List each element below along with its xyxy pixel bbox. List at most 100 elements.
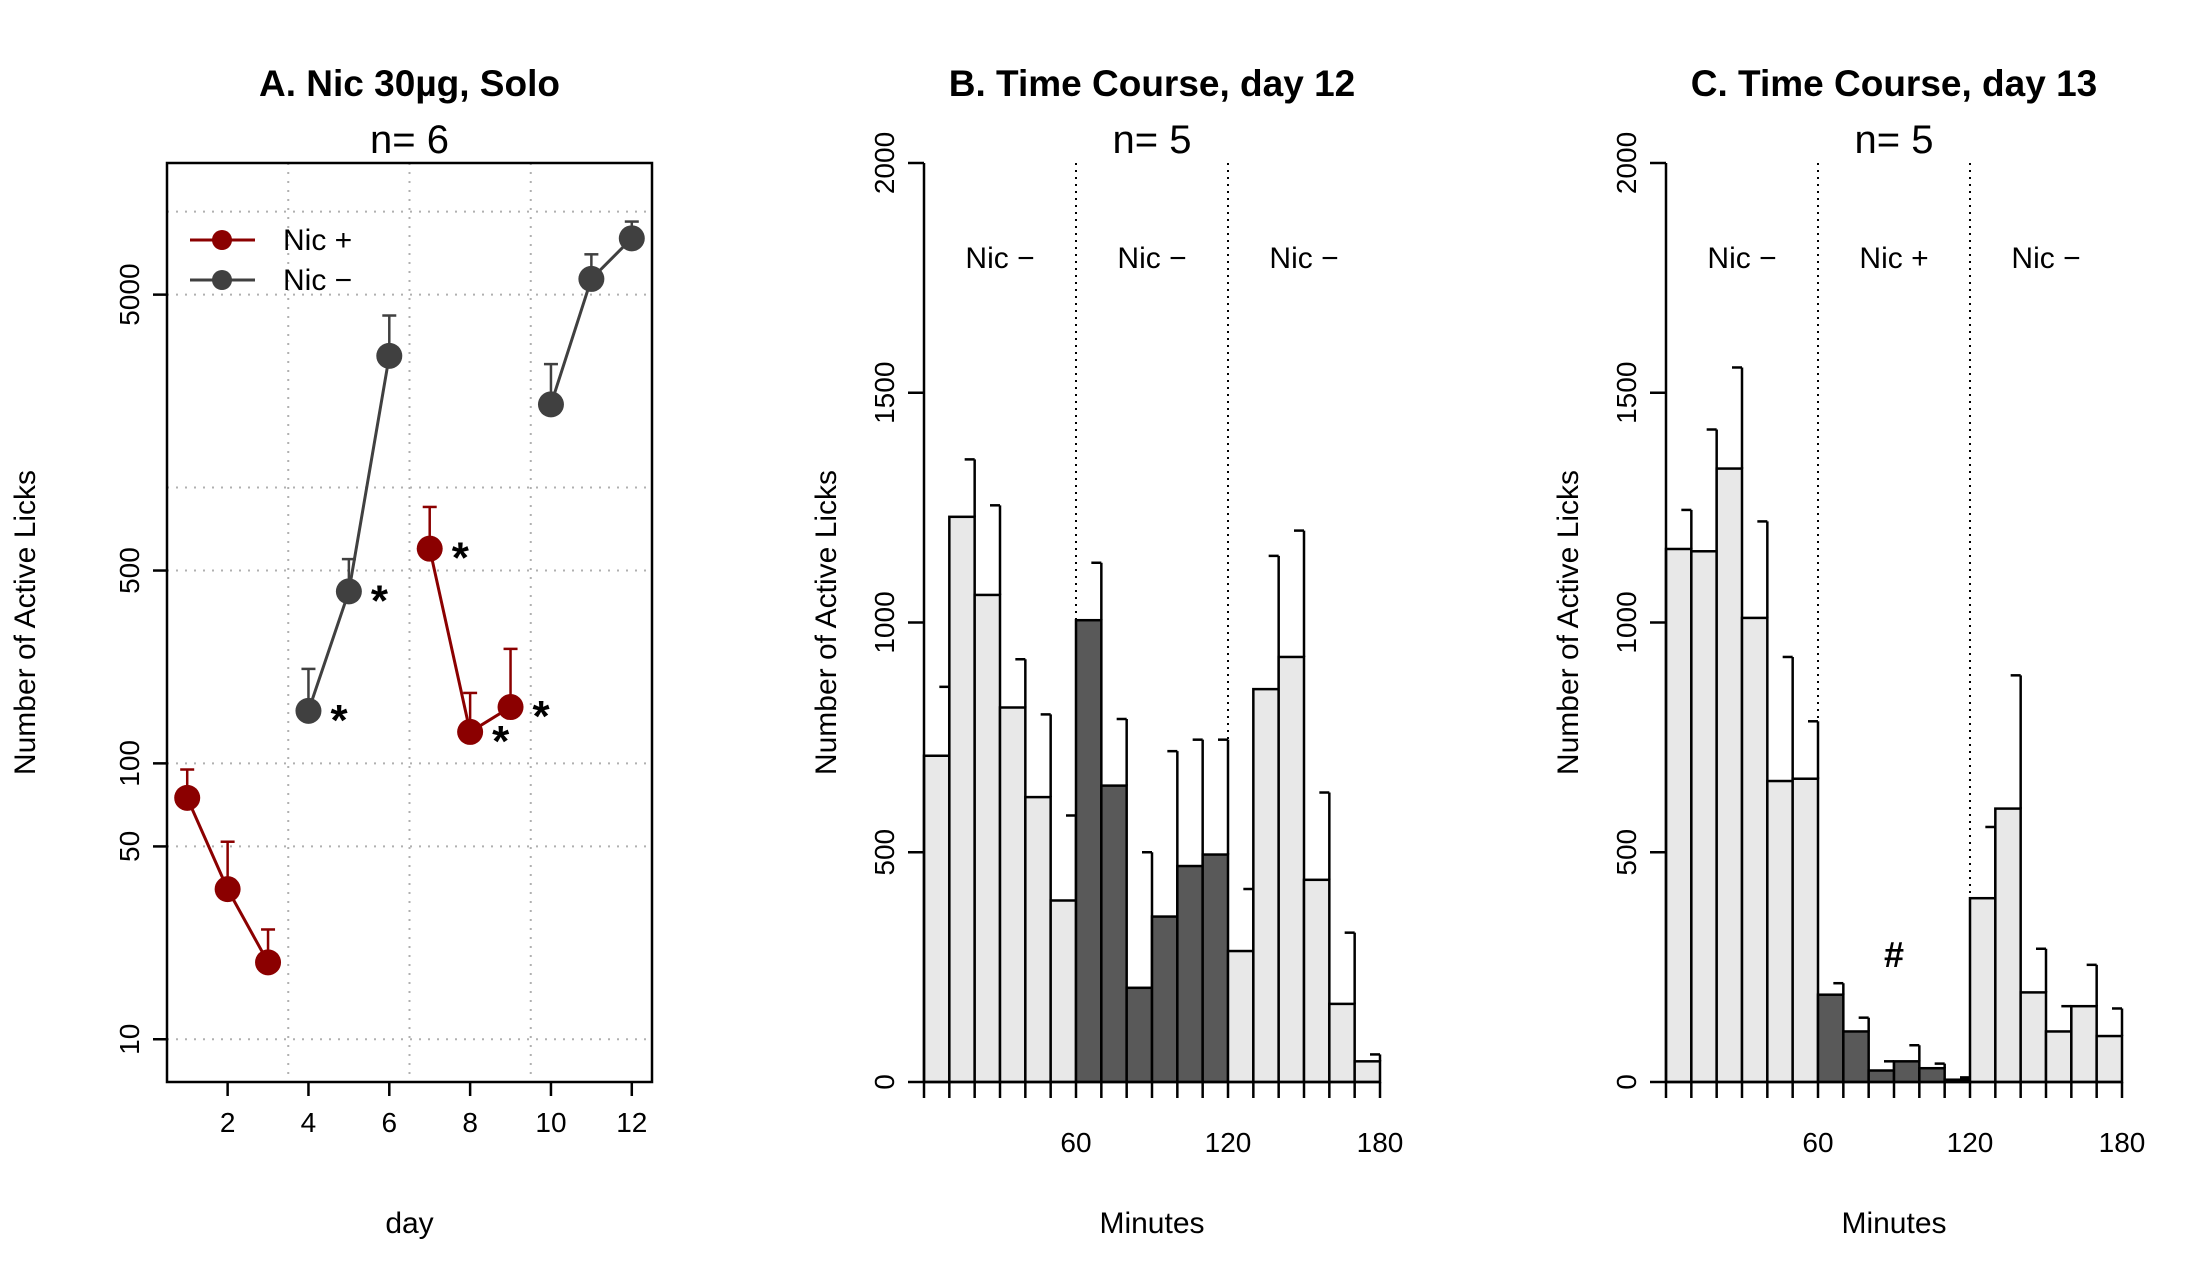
bar (1201, 853, 1230, 1084)
chart-title: A. Nic 30µg, Solo (259, 63, 560, 104)
bar (1277, 655, 1306, 1084)
bar (1252, 687, 1280, 1084)
bar (1328, 1002, 1356, 1084)
y-tick-label: 1000 (1611, 591, 1642, 653)
bar (1125, 986, 1154, 1084)
panel-a: 2 4 6 8 10 12 10 50 100 500 5000 A. Nic 30µg, Solo n… (9, 63, 654, 1240)
y-tick-label: 2000 (1611, 132, 1642, 194)
bar (1842, 1030, 1870, 1084)
bar (1791, 777, 1820, 1084)
bar (2019, 991, 2048, 1084)
x-tick-label: 60 (1802, 1127, 1833, 1158)
data-point (255, 949, 282, 976)
bar (1740, 616, 1769, 1084)
segment-label: Nic − (1269, 242, 1338, 275)
significance-marker: * (330, 696, 348, 745)
data-point (214, 876, 241, 903)
bar (2070, 1004, 2098, 1084)
y-tick-label: 1500 (869, 362, 900, 424)
data-point (416, 535, 443, 562)
x-tick-label: 4 (301, 1107, 317, 1138)
bar (1353, 1060, 1382, 1084)
x-tick-label: 180 (2099, 1127, 2146, 1158)
bar (1816, 993, 1845, 1084)
y-axis-label: Number of Active Licks (1552, 470, 1585, 775)
series-line (307, 355, 391, 712)
significance-marker: * (452, 534, 470, 583)
bar (1994, 807, 2022, 1084)
legend-marker (212, 230, 232, 250)
y-tick-label: 10 (114, 1024, 145, 1055)
bar (948, 515, 976, 1084)
bar (973, 593, 1002, 1084)
data-point (497, 694, 524, 721)
data-point (457, 718, 484, 745)
x-tick-label: 8 (462, 1107, 478, 1138)
significance-marker: # (1884, 934, 1904, 975)
bar (1892, 1060, 1921, 1084)
bar (1100, 784, 1128, 1084)
chart-subtitle: n= 6 (370, 118, 449, 162)
chart-title: B. Time Course, day 12 (949, 63, 1355, 104)
bar (1302, 878, 1331, 1084)
bar (1690, 550, 1718, 1084)
data-point (295, 697, 322, 724)
data-point (537, 391, 564, 418)
significance-marker: * (492, 717, 510, 766)
legend-label: Nic + (283, 224, 352, 257)
data-point (174, 784, 201, 811)
panel-c: 60 120 180 0 500 1000 1500 2000 Nic − Nic + Nic − #… (1552, 63, 2145, 1240)
y-tick-label: 2000 (869, 132, 900, 194)
segment-label: Nic − (965, 242, 1034, 275)
bar (1226, 949, 1255, 1084)
bar (998, 706, 1027, 1084)
bar (1024, 795, 1052, 1084)
significance-marker: * (533, 692, 551, 741)
x-tick-label: 2 (220, 1107, 236, 1138)
y-tick-label: 50 (114, 831, 145, 862)
significance-marker: * (371, 576, 389, 625)
x-tick-label: 180 (1357, 1127, 1404, 1158)
x-tick-label: 10 (535, 1107, 566, 1138)
data-point (618, 225, 645, 252)
x-tick-label: 120 (1947, 1127, 1994, 1158)
segment-label: Nic − (1707, 242, 1776, 275)
y-tick-label: 500 (114, 547, 145, 594)
y-tick-label: 0 (1611, 1074, 1642, 1090)
legend-marker (212, 270, 232, 290)
data-point (376, 342, 403, 369)
bar (2044, 1030, 2073, 1084)
y-tick-label: 100 (114, 740, 145, 787)
x-tick-label: 6 (382, 1107, 398, 1138)
y-axis-label: Number of Active Licks (810, 470, 843, 775)
bar (1664, 547, 1693, 1084)
plot-frame (165, 161, 654, 1084)
bar (1918, 1066, 1946, 1084)
segment-label: Nic − (2011, 242, 2080, 275)
bar (1074, 618, 1103, 1084)
bar (1867, 1069, 1896, 1084)
panel-b: 60 120 180 0 500 1000 1500 2000 Nic − Nic − Nic − B… (810, 63, 1403, 1240)
bar (1968, 896, 1997, 1084)
chart-subtitle: n= 5 (1855, 118, 1934, 162)
bar (922, 754, 951, 1084)
legend-label: Nic − (283, 264, 352, 297)
y-axis-label: Number of Active Licks (9, 470, 42, 775)
bar (1150, 915, 1179, 1084)
y-tick-label: 0 (869, 1074, 900, 1090)
y-tick-label: 1000 (869, 591, 900, 653)
bar (1766, 779, 1794, 1084)
bar (1715, 467, 1744, 1084)
chart-subtitle: n= 5 (1113, 118, 1192, 162)
segment-label: Nic − (1117, 242, 1186, 275)
x-axis-label: Minutes (1099, 1207, 1204, 1240)
x-axis-label: Minutes (1841, 1207, 1946, 1240)
y-tick-label: 500 (869, 829, 900, 876)
bar (1049, 899, 1078, 1084)
segment-label: Nic + (1859, 242, 1928, 275)
data-point (335, 578, 362, 605)
x-axis-label: day (385, 1207, 433, 1240)
x-tick-label: 12 (616, 1107, 647, 1138)
bar (2095, 1034, 2124, 1084)
y-tick-label: 1500 (1611, 362, 1642, 424)
